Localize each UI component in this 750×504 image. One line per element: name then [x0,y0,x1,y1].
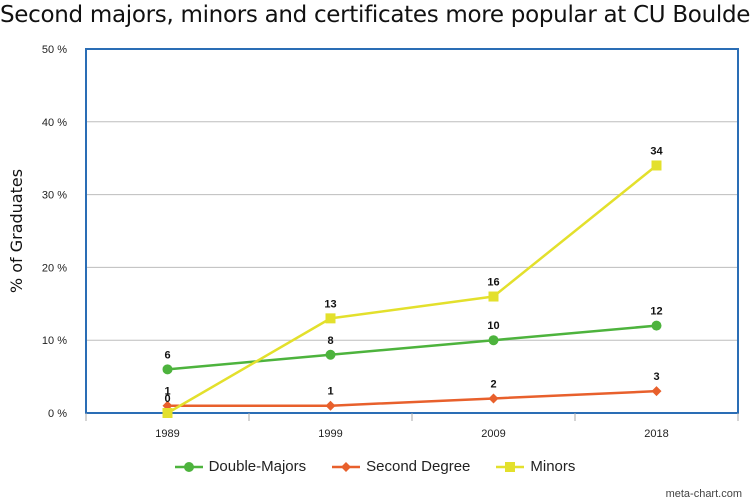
legend-item: Minors [496,458,575,475]
data-label: 2 [490,378,496,390]
data-label: 3 [653,371,659,383]
x-tick-label: 2018 [644,428,668,440]
data-point [488,291,499,302]
data-label: 6 [164,349,170,361]
series-line [166,164,658,415]
data-label: 8 [327,335,333,347]
data-point [651,160,662,171]
series-line [167,389,657,407]
data-label: 16 [487,277,499,289]
y-tick-label: 20 % [42,262,67,274]
legend-label: Double-Majors [208,458,307,475]
data-label: 0 [164,393,170,405]
legend-swatch [496,461,525,472]
x-tick-label: 2009 [481,428,505,440]
legend-label: Minors [530,458,576,475]
x-tick-label: 1989 [155,428,179,440]
series-line [167,324,657,371]
data-point [325,313,336,324]
data-label: 34 [650,145,663,157]
legend: Double-Majors Second Degree Minors [0,458,750,475]
data-point [651,386,662,397]
y-tick-label: 10 % [42,335,67,347]
y-tick-label: 0 % [48,408,67,420]
data-point [651,320,662,331]
chart-title: Second majors, minors and certificates m… [0,2,750,28]
legend-swatch [332,461,361,472]
grid-lines [86,121,738,341]
chart-credit: meta-chart.com [665,488,742,500]
x-tick-label: 1999 [318,428,342,440]
y-tick-label: 50 % [42,44,67,56]
y-tick-label: 30 % [42,190,67,202]
plot-frame [85,48,739,414]
data-point [488,393,499,404]
data-point [325,349,336,360]
legend-item: Double-Majors [174,458,307,475]
data-point [325,400,336,411]
legend-label: Second Degree [366,458,471,475]
data-label: 13 [324,298,336,310]
y-axis-label: % of Graduates [7,169,26,293]
data-label: 1 [164,386,170,398]
axes: 0 %10 %20 %30 %40 %50 %1989 1999 2009 2018 [42,44,739,440]
legend-item: Second Degree [332,458,470,475]
data-point [162,408,173,418]
data-label: 10 [487,320,499,332]
series-layer [162,160,662,418]
data-label: 1 [327,386,333,398]
legend-swatch [174,461,203,472]
data-label: 12 [650,306,662,318]
data-point [162,364,173,375]
data-point [488,335,499,346]
y-tick-label: 40 % [42,117,67,129]
